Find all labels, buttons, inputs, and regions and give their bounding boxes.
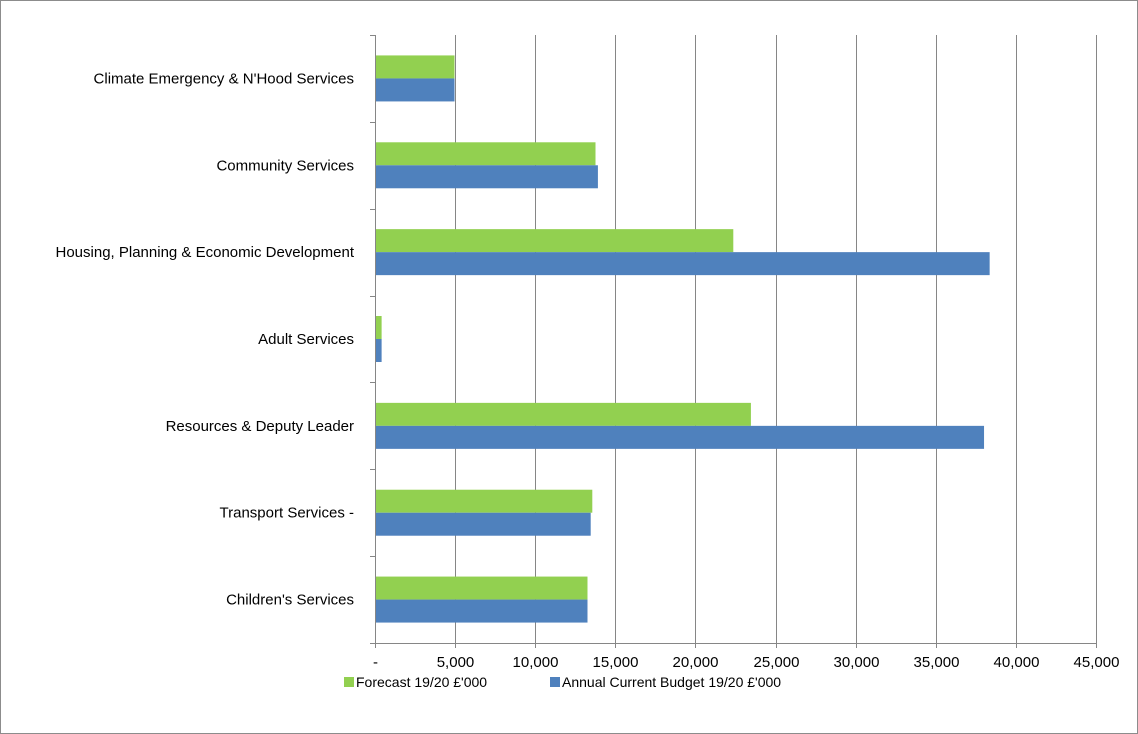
bar-budget bbox=[376, 339, 382, 362]
bar-budget bbox=[376, 599, 588, 623]
category-label: Transport Services - bbox=[220, 505, 354, 522]
legend-label: Annual Current Budget 19/20 £'000 bbox=[562, 674, 781, 690]
axes bbox=[370, 35, 1097, 648]
category-label: Climate Emergency & N'Hood Services bbox=[94, 70, 354, 87]
legend-label: Forecast 19/20 £'000 bbox=[356, 674, 487, 690]
bar-forecast bbox=[376, 229, 734, 253]
legend: Forecast 19/20 £'000 Annual Current Budge… bbox=[344, 674, 781, 690]
bar-budget bbox=[376, 165, 598, 189]
labels: - 5,000 10,000 15,000 20,000 25,000 30,000 35,0… bbox=[56, 70, 1120, 671]
x-tick-label: 10,000 bbox=[513, 654, 559, 671]
legend-swatch bbox=[344, 677, 354, 687]
gridlines bbox=[455, 35, 1097, 643]
category-label: Adult Services bbox=[258, 331, 354, 348]
x-tick-label: 20,000 bbox=[673, 654, 719, 671]
bars bbox=[376, 55, 990, 623]
x-tick-label: 30,000 bbox=[834, 654, 880, 671]
bar-budget bbox=[376, 78, 455, 102]
bar-budget bbox=[376, 425, 985, 449]
category-label: Children's Services bbox=[226, 592, 354, 609]
x-tick-label: 40,000 bbox=[994, 654, 1040, 671]
bar-forecast bbox=[376, 316, 382, 339]
x-tick-label: 5,000 bbox=[437, 654, 475, 671]
bar-forecast bbox=[376, 142, 596, 166]
x-tick-label: 35,000 bbox=[914, 654, 960, 671]
category-label: Resources & Deputy Leader bbox=[166, 418, 354, 435]
x-tick-label: 45,000 bbox=[1074, 654, 1120, 671]
bar-budget bbox=[376, 512, 591, 536]
x-tick-label: 15,000 bbox=[593, 654, 639, 671]
bar-forecast bbox=[376, 576, 588, 600]
bar-forecast bbox=[376, 402, 751, 426]
bar-budget bbox=[376, 252, 990, 276]
bar-forecast bbox=[376, 55, 455, 79]
bar-forecast bbox=[376, 489, 593, 513]
x-tick-label: - bbox=[373, 654, 378, 671]
category-label: Community Services bbox=[216, 157, 354, 174]
x-tick-label: 25,000 bbox=[754, 654, 800, 671]
legend-swatch bbox=[550, 677, 560, 687]
category-label: Housing, Planning & Economic Development bbox=[56, 244, 355, 261]
